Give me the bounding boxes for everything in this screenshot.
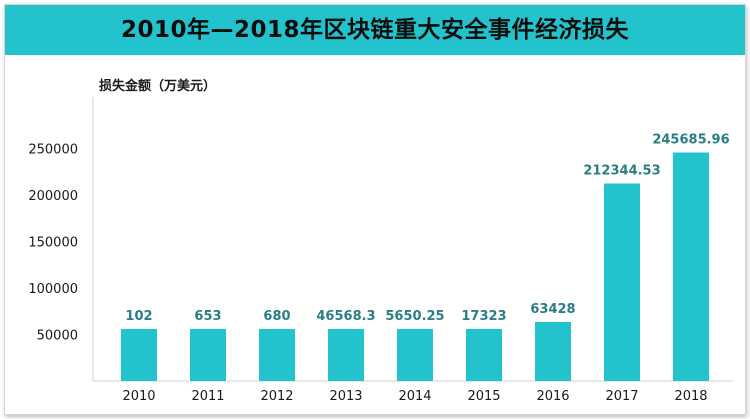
data-label-2014: 5650.25 [385,309,444,324]
x-tick-label-2017: 2017 [605,389,638,404]
bar-2014 [397,329,433,381]
data-label-2016: 63428 [530,302,575,317]
bar-chart: 50000 100000 150000 200000 250000 102 653 680 4… [28,97,733,404]
y-tick-label: 250000 [28,143,78,158]
bar-2010 [121,329,157,381]
bar-2015 [466,329,502,381]
x-tick-labels: 2010 2011 2012 2013 2014 2015 2016 2017 2018 [122,389,707,404]
x-tick-label-2011: 2011 [191,389,224,404]
y-tick-label: 50000 [37,329,78,344]
x-tick-label-2013: 2013 [329,389,362,404]
data-label-2018: 245685.96 [652,133,729,148]
bar-2016 [535,322,571,381]
data-label-2013: 46568.3 [316,309,375,324]
x-tick-label-2010: 2010 [122,389,155,404]
title-bar: 2010年—2018年区块链重大安全事件经济损失 [5,5,745,55]
bar-2013 [328,329,364,381]
bar-2017 [604,183,640,381]
chart-title: 2010年—2018年区块链重大安全事件经济损失 [120,17,630,43]
y-tick-label: 150000 [28,236,78,251]
bar-2012 [259,329,295,381]
data-label-2010: 102 [125,309,152,324]
bars [121,152,709,381]
data-labels: 102 653 680 46568.3 5650.25 17323 63428 212344.… [125,133,729,324]
y-axis-label: 损失金额（万美元） [99,79,217,94]
data-label-2012: 680 [263,309,290,324]
data-label-2015: 17323 [461,309,506,324]
x-tick-label-2016: 2016 [536,389,569,404]
x-tick-label-2014: 2014 [398,389,431,404]
chart-frame: 2010年—2018年区块链重大安全事件经济损失 损失金额（万美元） 50000… [4,4,746,415]
x-tick-label-2012: 2012 [260,389,293,404]
data-label-2017: 212344.53 [583,164,660,179]
y-tick-label: 200000 [28,189,78,204]
bar-2018 [673,152,709,381]
bar-2011 [190,329,226,381]
x-tick-label-2015: 2015 [467,389,500,404]
data-label-2011: 653 [194,309,221,324]
x-tick-label-2018: 2018 [674,389,707,404]
y-tick-label: 100000 [28,282,78,297]
y-tick-labels: 50000 100000 150000 200000 250000 [28,143,78,344]
